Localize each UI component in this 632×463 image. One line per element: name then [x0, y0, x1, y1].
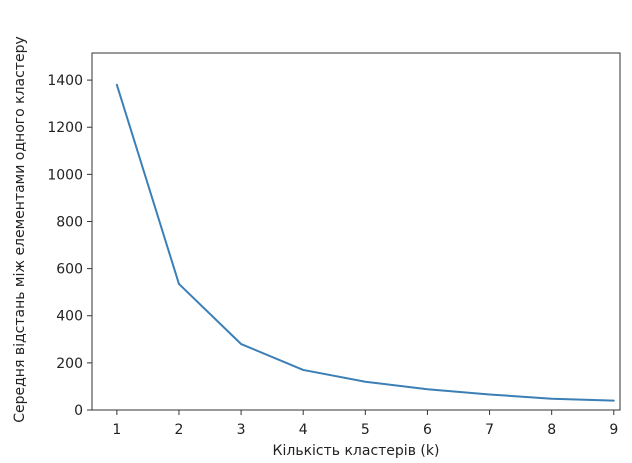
x-axis-label: Кількість кластерів (k) — [273, 443, 440, 459]
plot-border — [91, 52, 621, 411]
y-axis-label: Середня відстань між елементами одного к… — [12, 36, 28, 423]
series-line — [115, 83, 615, 402]
y-tick-label: 1000 — [47, 167, 83, 183]
y-tick-label: 800 — [56, 214, 83, 230]
y-tick-label: 200 — [56, 356, 83, 372]
x-axis-ticks: 1 2 3 4 5 6 7 8 9 — [112, 410, 618, 438]
x-tick-label: 5 — [361, 422, 370, 438]
y-axis-ticks: 0 200 400 600 800 1000 1200 1400 — [47, 73, 92, 419]
plot-frame — [91, 52, 621, 411]
y-tick-label: 400 — [56, 309, 83, 325]
y-tick-label: 1200 — [47, 120, 83, 136]
x-tick-label: 7 — [485, 422, 494, 438]
x-tick-label: 2 — [175, 422, 184, 438]
x-tick-label: 8 — [547, 422, 556, 438]
x-tick-label: 1 — [112, 422, 121, 438]
y-tick-label: 0 — [74, 403, 83, 419]
y-tick-label: 1400 — [47, 73, 83, 89]
x-tick-label: 3 — [237, 422, 246, 438]
x-tick-label: 4 — [299, 422, 308, 438]
y-tick-label: 600 — [56, 262, 83, 278]
x-tick-label: 6 — [423, 422, 432, 438]
x-tick-label: 9 — [609, 422, 618, 438]
series-layer — [115, 83, 615, 402]
